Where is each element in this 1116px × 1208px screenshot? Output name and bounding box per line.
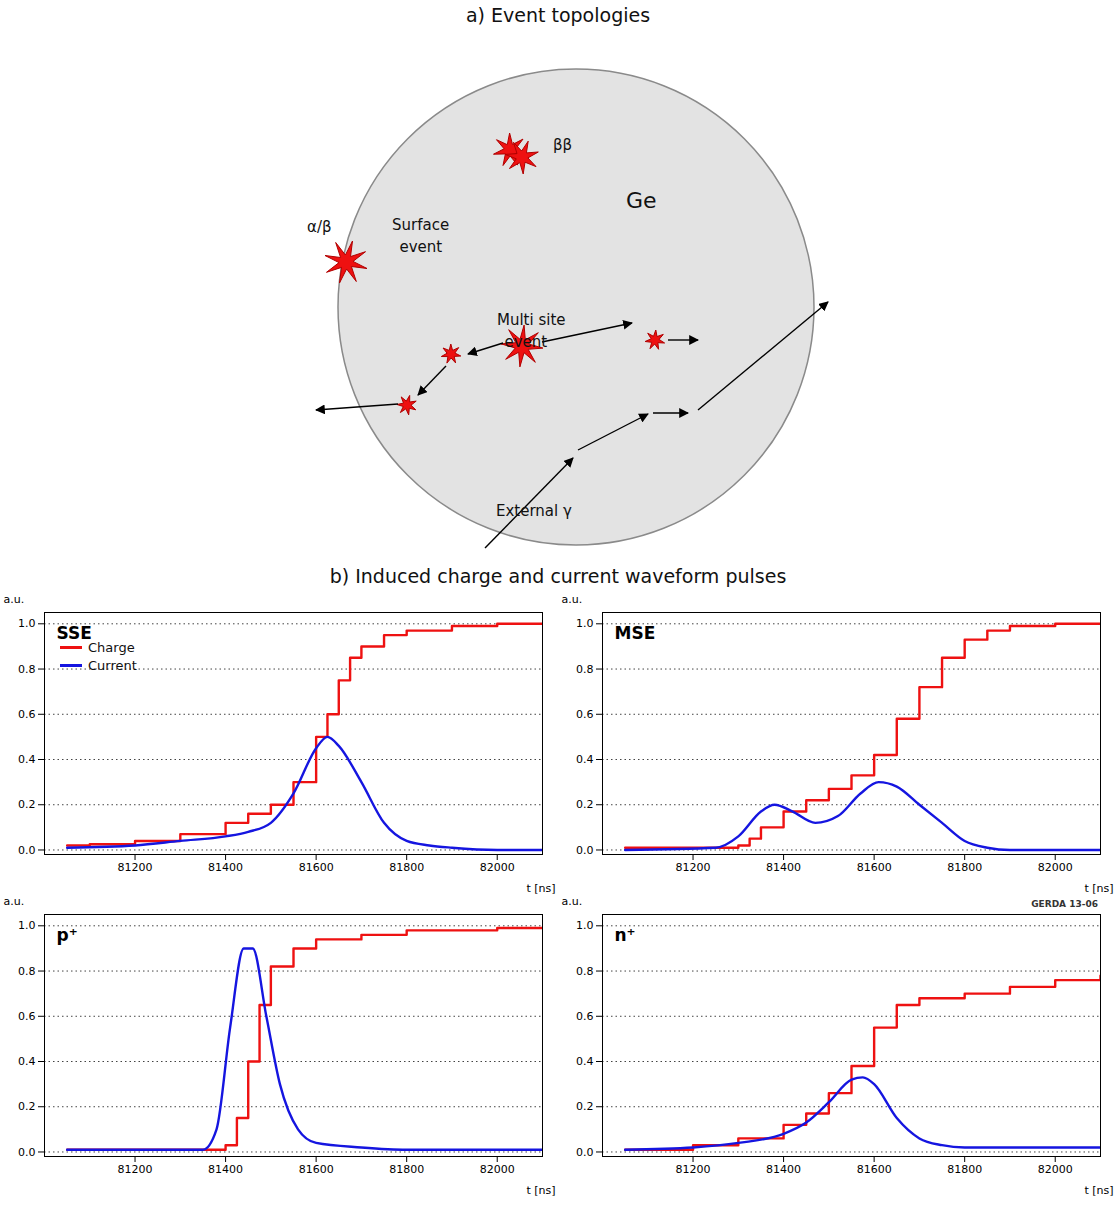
svg-text:t [ns]: t [ns] (1084, 882, 1113, 895)
svg-text:0.4: 0.4 (18, 1055, 36, 1068)
svg-text:α/β: α/β (307, 218, 332, 236)
svg-text:82000: 82000 (480, 1163, 515, 1176)
html-text:Charge: Charge (88, 639, 135, 655)
svg-text:n⁺: n⁺ (615, 925, 636, 945)
svg-text:0.8: 0.8 (18, 965, 36, 978)
html-text:GERDA 13-06: GERDA 13-06 (1031, 899, 1098, 909)
svg-text:82000: 82000 (480, 861, 515, 874)
svg-text:t [ns]: t [ns] (526, 882, 555, 895)
svg-text:81400: 81400 (208, 861, 243, 874)
svg-text:81800: 81800 (389, 1163, 424, 1176)
svg-text:81800: 81800 (947, 861, 982, 874)
svg-text:81400: 81400 (766, 861, 801, 874)
svg-text:a.u.: a.u. (4, 895, 25, 908)
svg-text:t [ns]: t [ns] (526, 1184, 555, 1197)
svg-text:0.8: 0.8 (576, 663, 594, 676)
svg-text:0.4: 0.4 (576, 1055, 594, 1068)
svg-text:1.0: 1.0 (576, 617, 594, 630)
svg-text:0.0: 0.0 (18, 843, 36, 856)
svg-text:SSE: SSE (57, 623, 92, 643)
svg-text:0.6: 0.6 (576, 1010, 594, 1023)
svg-text:0.0: 0.0 (18, 1145, 36, 1158)
svg-text:Surface: Surface (392, 216, 449, 234)
svg-text:event: event (505, 333, 548, 351)
svg-text:ββ: ββ (553, 136, 572, 154)
svg-text:0.8: 0.8 (576, 965, 594, 978)
svg-text:81600: 81600 (299, 1163, 334, 1176)
svg-text:0.2: 0.2 (576, 1100, 594, 1113)
svg-text:81400: 81400 (766, 1163, 801, 1176)
svg-text:Ge: Ge (626, 188, 657, 213)
svg-text:a.u.: a.u. (562, 593, 583, 606)
svg-text:81400: 81400 (208, 1163, 243, 1176)
html-text:Current: Current (88, 657, 137, 673)
svg-text:p⁺: p⁺ (57, 925, 78, 945)
svg-text:0.6: 0.6 (18, 1010, 36, 1023)
svg-text:1.0: 1.0 (18, 617, 36, 630)
svg-text:81200: 81200 (118, 861, 153, 874)
svg-text:0.0: 0.0 (576, 843, 594, 856)
html-text:b) Induced charge and current: b) Induced charge and current waveform p… (329, 565, 787, 587)
svg-text:0.6: 0.6 (576, 708, 594, 721)
svg-text:0.6: 0.6 (18, 708, 36, 721)
svg-text:1.0: 1.0 (576, 919, 594, 932)
svg-text:1.0: 1.0 (18, 919, 36, 932)
svg-text:0.8: 0.8 (18, 663, 36, 676)
svg-text:81800: 81800 (947, 1163, 982, 1176)
svg-text:82000: 82000 (1038, 861, 1073, 874)
svg-text:0.0: 0.0 (576, 1145, 594, 1158)
svg-text:0.4: 0.4 (576, 753, 594, 766)
svg-text:81600: 81600 (857, 861, 892, 874)
svg-text:0.2: 0.2 (18, 798, 36, 811)
svg-text:81200: 81200 (676, 861, 711, 874)
svg-text:81200: 81200 (118, 1163, 153, 1176)
svg-text:81600: 81600 (299, 861, 334, 874)
svg-text:External γ: External γ (496, 502, 572, 520)
svg-text:MSE: MSE (615, 623, 656, 643)
svg-text:0.2: 0.2 (18, 1100, 36, 1113)
svg-text:82000: 82000 (1038, 1163, 1073, 1176)
svg-text:81600: 81600 (857, 1163, 892, 1176)
svg-text:81200: 81200 (676, 1163, 711, 1176)
html-text:a) Event topologies: a) Event topologies (465, 4, 651, 26)
svg-text:0.2: 0.2 (576, 798, 594, 811)
svg-text:a.u.: a.u. (4, 593, 25, 606)
svg-text:event: event (400, 238, 443, 256)
svg-text:t [ns]: t [ns] (1084, 1184, 1113, 1197)
svg-text:a.u.: a.u. (562, 895, 583, 908)
svg-text:Multi site: Multi site (497, 311, 566, 329)
svg-text:81800: 81800 (389, 861, 424, 874)
svg-text:0.4: 0.4 (18, 753, 36, 766)
